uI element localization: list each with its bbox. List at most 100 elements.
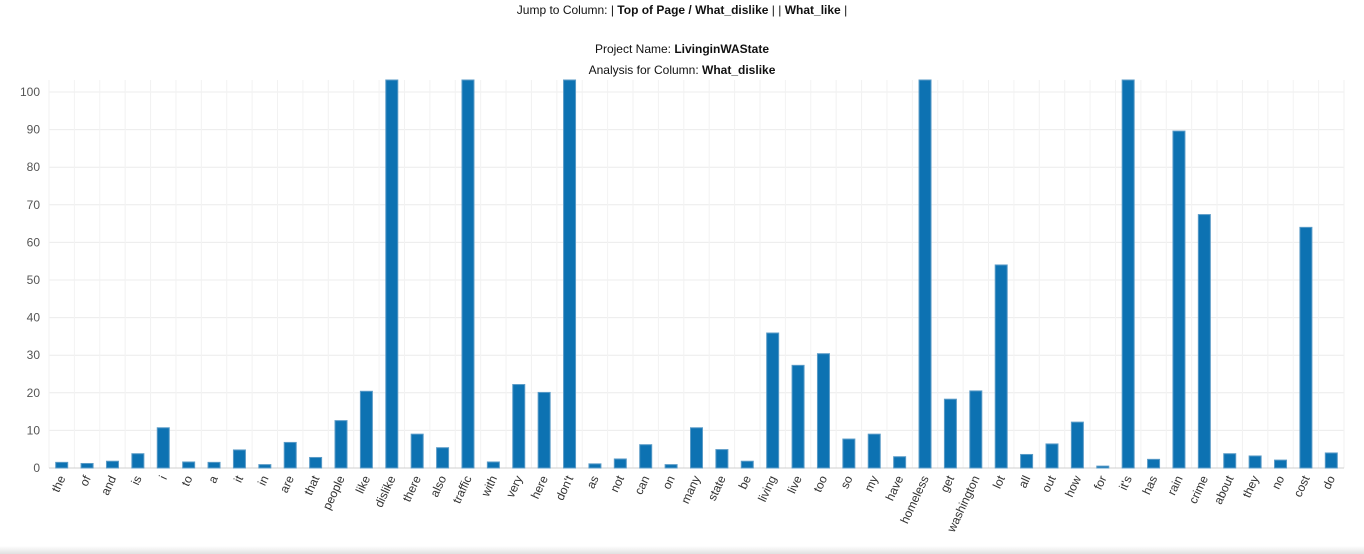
y-tick-label: 100 bbox=[20, 85, 40, 99]
x-tick-label: so bbox=[838, 473, 856, 491]
x-tick-label: how bbox=[1062, 473, 1084, 499]
x-tick-label: with bbox=[478, 473, 500, 499]
x-tick-label: here bbox=[528, 473, 551, 501]
bar-don't bbox=[563, 79, 577, 469]
bar-in bbox=[258, 464, 272, 469]
x-tick-label: a bbox=[205, 473, 221, 485]
bar-that bbox=[309, 456, 323, 469]
x-tick-label: living bbox=[755, 473, 779, 504]
bar-rain bbox=[1172, 130, 1186, 469]
chart-bars bbox=[55, 79, 1338, 469]
y-tick-label: 50 bbox=[27, 273, 41, 287]
bar-crime bbox=[1197, 214, 1211, 469]
bar-like bbox=[359, 390, 373, 469]
x-tick-label: state bbox=[705, 473, 729, 503]
y-tick-label: 0 bbox=[33, 461, 40, 475]
x-tick-label: cost bbox=[1291, 473, 1313, 499]
y-tick-label: 20 bbox=[27, 386, 41, 400]
x-tick-label: all bbox=[1016, 473, 1034, 490]
x-tick-label: lot bbox=[990, 473, 1008, 491]
x-tick-label: live bbox=[784, 473, 804, 496]
x-tick-label: do bbox=[1320, 473, 1338, 491]
project-label: Project Name: bbox=[594, 42, 671, 56]
bar-they bbox=[1248, 455, 1262, 469]
bar-is bbox=[131, 453, 145, 469]
x-tick-label: many bbox=[678, 473, 703, 506]
bar-be bbox=[740, 460, 754, 469]
x-tick-label: it's bbox=[1116, 473, 1135, 492]
bar-no bbox=[1274, 459, 1288, 469]
chart-grid bbox=[48, 80, 1345, 469]
bar-it's bbox=[1121, 79, 1135, 469]
y-tick-label: 70 bbox=[27, 198, 41, 212]
nav-separator-end: | bbox=[844, 3, 848, 17]
x-tick-label: as bbox=[584, 473, 602, 490]
bar-cost bbox=[1299, 226, 1313, 469]
analysis-value: What_dislike bbox=[702, 63, 776, 77]
y-tick-label: 60 bbox=[27, 235, 41, 249]
y-tick-label: 90 bbox=[27, 123, 41, 137]
x-tick-label: it bbox=[231, 473, 247, 485]
x-tick-label: rain bbox=[1165, 473, 1186, 497]
x-tick-label: for bbox=[1091, 473, 1110, 492]
x-tick-label: have bbox=[883, 473, 907, 503]
bar-i bbox=[156, 427, 170, 469]
x-tick-label: out bbox=[1039, 473, 1059, 495]
bar-not bbox=[613, 458, 627, 469]
x-tick-label: i bbox=[156, 473, 170, 481]
what-like-link[interactable]: What_like bbox=[784, 3, 841, 17]
bar-get bbox=[943, 398, 957, 469]
bar-for bbox=[1096, 465, 1110, 469]
bar-my bbox=[867, 433, 881, 469]
bar-washington bbox=[969, 390, 983, 469]
bar-as bbox=[588, 463, 602, 469]
nav-separator: | | bbox=[771, 3, 782, 17]
bar-too bbox=[816, 353, 830, 469]
bar-have bbox=[893, 456, 907, 469]
x-tick-label: and bbox=[98, 473, 119, 497]
bar-of bbox=[80, 462, 94, 469]
x-tick-label: of bbox=[77, 473, 94, 489]
top-of-page-link[interactable]: Top of Page / What_dislike bbox=[617, 3, 769, 17]
x-tick-label: no bbox=[1269, 473, 1287, 491]
bar-about bbox=[1223, 453, 1237, 469]
y-axis: 0 10 20 30 40 50 60 70 80 90 100 bbox=[20, 85, 40, 475]
x-tick-label: my bbox=[862, 473, 881, 493]
y-tick-label: 30 bbox=[27, 348, 41, 362]
bar-many bbox=[690, 427, 703, 469]
x-tick-label: is bbox=[128, 473, 144, 487]
bar-with bbox=[486, 461, 500, 469]
x-tick-label: on bbox=[659, 473, 677, 491]
bar-and bbox=[105, 460, 119, 469]
project-name: Project Name: LivinginWAState bbox=[0, 42, 1364, 56]
bar-can bbox=[639, 444, 653, 469]
x-tick-label: crime bbox=[1186, 473, 1211, 506]
x-tick-label: they bbox=[1240, 473, 1262, 499]
x-tick-label: don't bbox=[553, 473, 577, 503]
bar-there bbox=[410, 433, 424, 469]
x-tick-label: too bbox=[810, 473, 830, 494]
bar-live bbox=[791, 364, 805, 469]
bottom-shadow bbox=[0, 546, 1364, 554]
project-value: LivinginWAState bbox=[674, 42, 770, 56]
x-tick-label: the bbox=[49, 473, 69, 494]
jump-prefix: Jump to Column: | bbox=[516, 3, 614, 17]
y-tick-label: 40 bbox=[27, 311, 41, 325]
bar-living bbox=[766, 332, 780, 469]
analysis-label: Analysis for Column: bbox=[588, 63, 699, 77]
x-tick-label: to bbox=[178, 473, 195, 488]
bar-very bbox=[512, 384, 526, 469]
x-tick-label: very bbox=[503, 473, 525, 499]
x-tick-label: are bbox=[277, 473, 297, 495]
x-tick-label: about bbox=[1211, 473, 1237, 507]
bar-so bbox=[842, 438, 856, 469]
x-tick-label: people bbox=[320, 473, 348, 512]
bar-homeless bbox=[918, 79, 932, 469]
bar-do bbox=[1324, 452, 1338, 469]
bar-lot bbox=[994, 264, 1008, 469]
y-tick-label: 80 bbox=[27, 160, 41, 174]
bar-dislike bbox=[385, 79, 399, 469]
x-tick-label: also bbox=[427, 473, 449, 499]
